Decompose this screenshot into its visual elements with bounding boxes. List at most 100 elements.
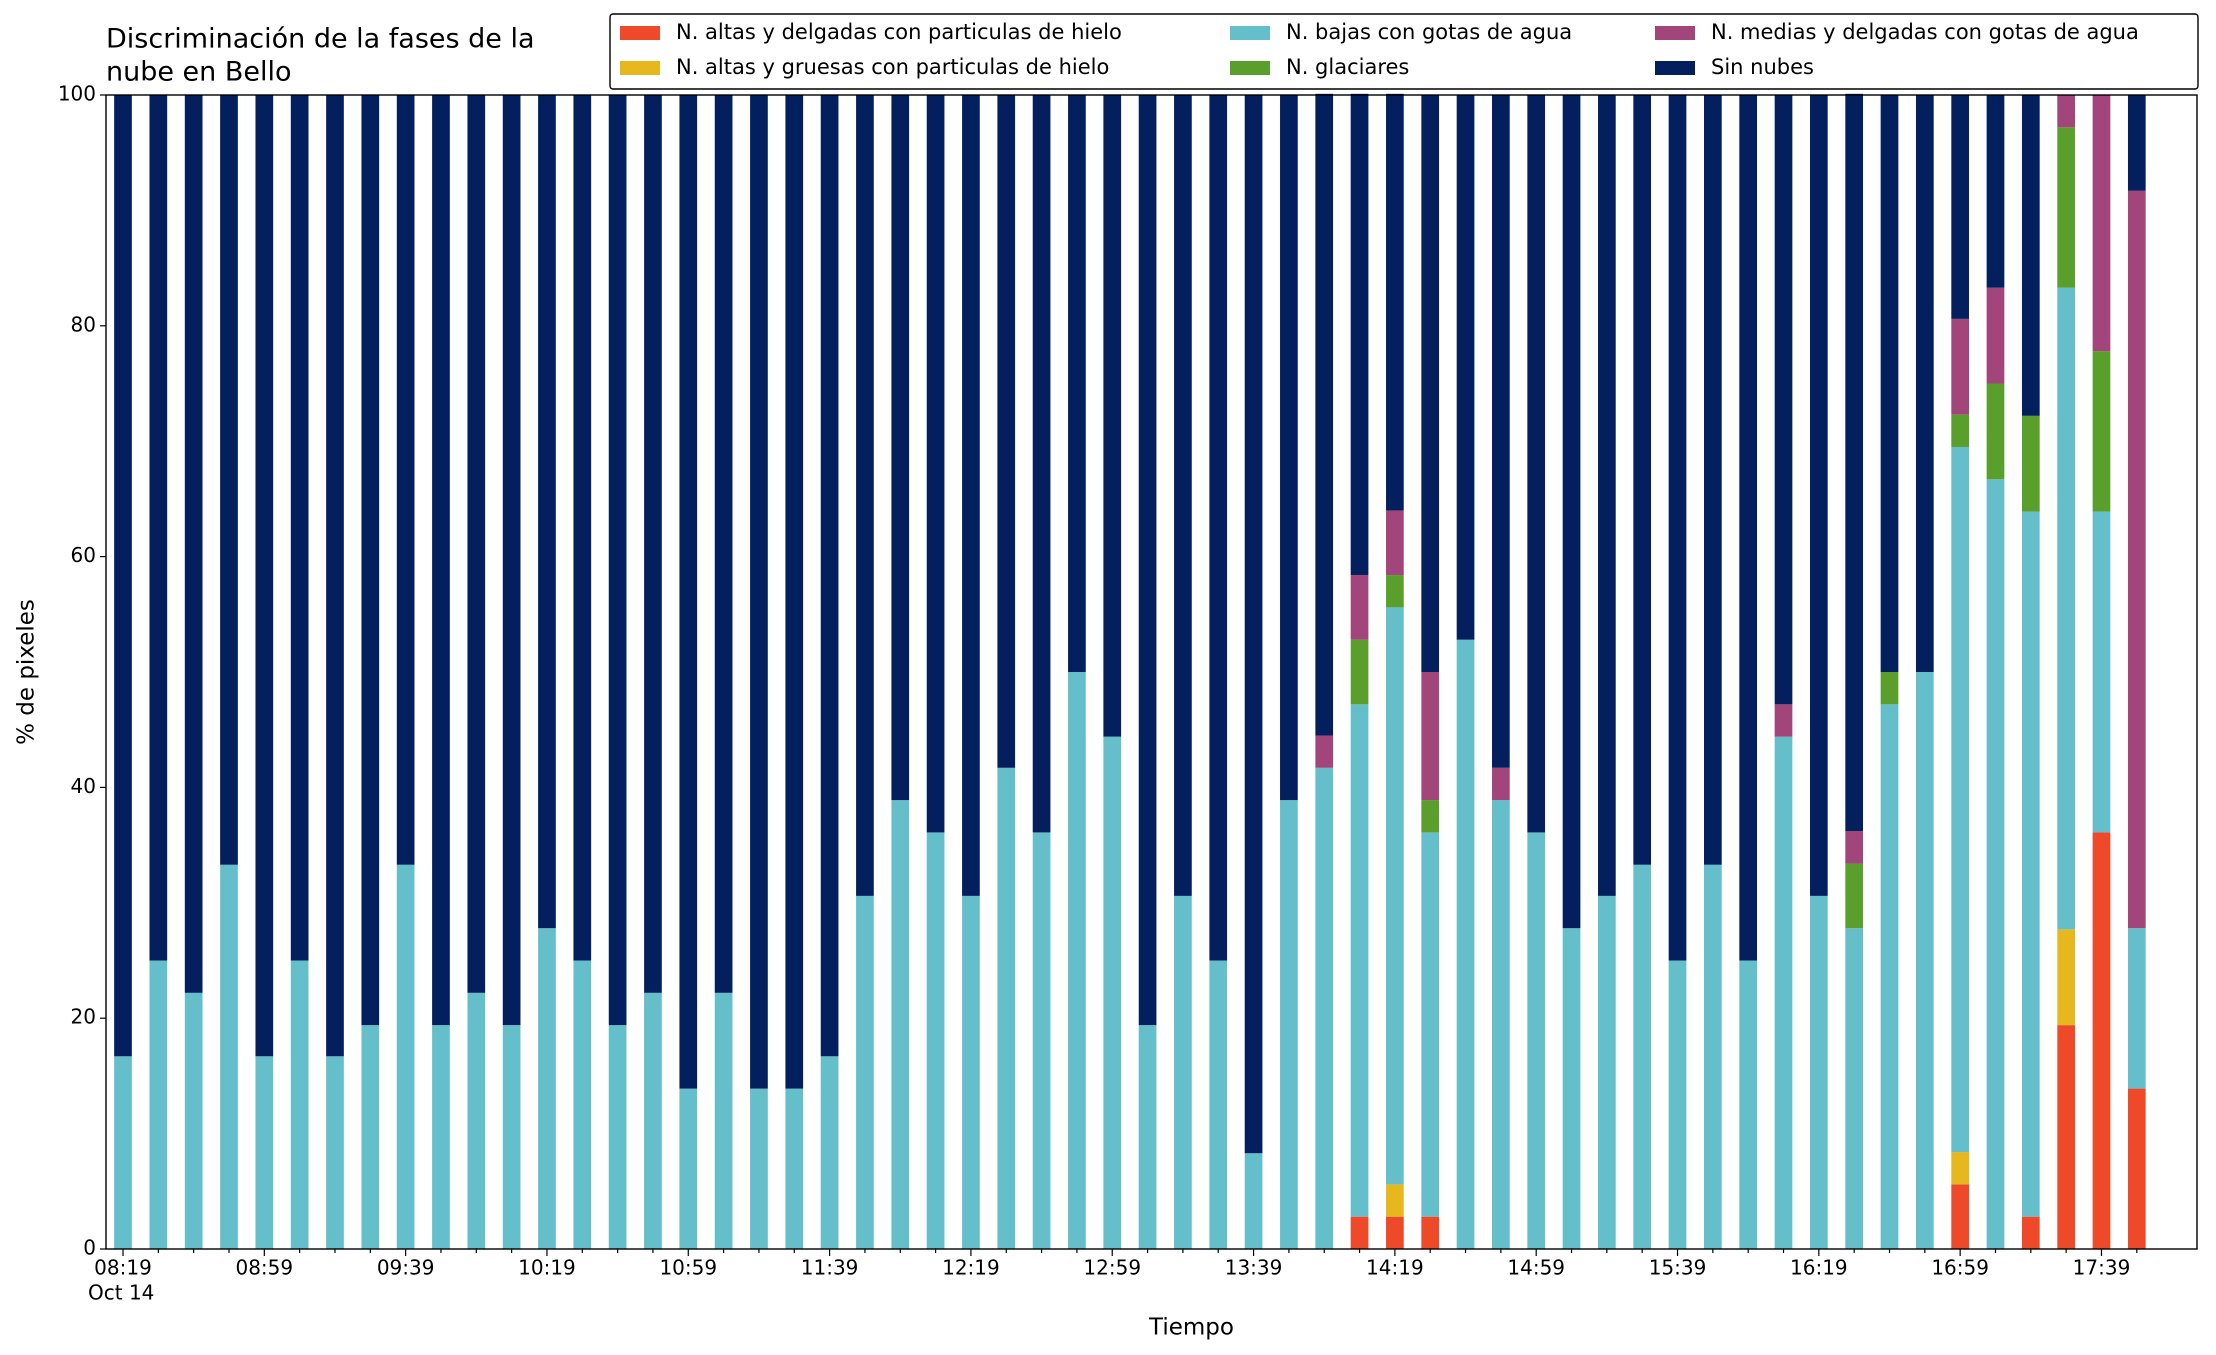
bar-segment <box>502 1025 521 1249</box>
bar-segment <box>1774 736 1793 1249</box>
bar-segment <box>1032 832 1051 1249</box>
bar-segment <box>1527 95 1546 833</box>
x-tick-label: 12:19 <box>942 1256 1000 1280</box>
bar-segment <box>1174 95 1192 896</box>
bar-segment <box>926 95 945 833</box>
bar-segment <box>785 1088 804 1249</box>
bar-segment <box>1315 93 1334 736</box>
bar-segment <box>1986 383 2005 480</box>
bar-segment <box>608 1025 627 1249</box>
bar-segment <box>750 95 768 1089</box>
legend-swatch <box>1655 61 1695 75</box>
bar-segment <box>1739 960 1758 1249</box>
bar-segment <box>361 95 380 1026</box>
bar-segment <box>2127 190 2146 929</box>
bar-segment <box>1174 895 1192 1249</box>
bar-segment <box>1598 95 1616 896</box>
bar-segment <box>114 95 132 1057</box>
bar-segment <box>2057 929 2075 1026</box>
x-tick-label: 14:59 <box>1507 1256 1565 1280</box>
bar-segment <box>1103 736 1122 1249</box>
y-tick-label: 20 <box>71 1005 96 1029</box>
bar-segment <box>1350 639 1369 705</box>
x-tick-label: 10:19 <box>518 1256 576 1280</box>
bar-segment <box>1386 575 1404 608</box>
bar-segment <box>255 95 274 1057</box>
bar-segment <box>1209 95 1228 961</box>
bar-segment <box>1280 95 1298 801</box>
bar-segment <box>1845 928 1864 1249</box>
bar-segment <box>1633 864 1652 1249</box>
bar-segment <box>1068 672 1086 1249</box>
x-tick-label: 13:39 <box>1225 1256 1283 1280</box>
bar-segment <box>820 1056 839 1249</box>
bar-segment <box>149 95 168 961</box>
bar-segment <box>2057 127 2075 288</box>
bar-segment <box>644 992 662 1249</box>
bar-segment <box>467 95 486 993</box>
bar-segment <box>2021 1216 2040 1249</box>
bar-segment <box>1880 704 1899 1249</box>
bar-segment <box>1915 95 1934 672</box>
bar-segment <box>1774 704 1793 737</box>
bar-segment <box>1986 479 2005 1250</box>
x-tick-label: 14:19 <box>1366 1256 1424 1280</box>
bar-segment <box>573 95 592 961</box>
bar-segment <box>1562 928 1581 1249</box>
bar-segment <box>1103 95 1122 737</box>
bar-segment <box>2057 95 2075 128</box>
x-tick-label: 10:59 <box>659 1256 717 1280</box>
bar-segment <box>396 864 415 1249</box>
bar-segment <box>962 95 980 896</box>
bar-segment <box>1280 800 1298 1249</box>
bar-segment <box>1845 93 1864 832</box>
bar-segment <box>538 95 556 929</box>
bar-segment <box>714 992 733 1249</box>
bar-segment <box>1138 95 1157 1026</box>
bar-segment <box>1350 575 1369 640</box>
bar-segment <box>1386 1216 1404 1249</box>
bar-segment <box>573 960 592 1249</box>
x-tick-label: 12:59 <box>1083 1256 1141 1280</box>
bar-segment <box>1845 863 1864 929</box>
bar-segment <box>714 95 733 993</box>
bar-segment <box>679 95 698 1089</box>
legend-label: Sin nubes <box>1711 55 1814 79</box>
bar-segment <box>396 95 415 865</box>
bar-segment <box>1386 607 1404 1185</box>
x-tick-label: 08:59 <box>235 1256 293 1280</box>
bar-segment <box>538 928 556 1249</box>
bar-segment <box>1809 895 1828 1249</box>
bar-segment <box>1456 639 1475 1249</box>
bar-segment <box>2021 511 2040 1217</box>
bar-segment <box>1668 960 1687 1249</box>
plot-frame <box>105 94 2198 1250</box>
x-tick-label: 17:39 <box>2073 1256 2131 1280</box>
bar-segment <box>1032 95 1051 833</box>
bar-segment <box>1421 832 1440 1217</box>
bar-segment <box>1350 704 1369 1217</box>
bar-segment <box>1951 95 1970 319</box>
bar-segment <box>1386 510 1404 576</box>
bar-segment <box>1421 1216 1440 1249</box>
bar-segment <box>926 832 945 1249</box>
bar-segment <box>1774 95 1793 705</box>
y-tick-label: 40 <box>71 774 96 798</box>
bar-segment <box>1704 864 1722 1249</box>
bar-segment <box>1951 1184 1970 1249</box>
bar-segment <box>326 95 344 1057</box>
bar-segment <box>255 1056 274 1249</box>
x-tick-label: 08:19 <box>94 1256 152 1280</box>
bar-segment <box>2092 511 2111 833</box>
bar-segment <box>2092 832 2111 1249</box>
bar-segment <box>1386 1184 1404 1217</box>
y-tick-label: 60 <box>71 543 96 567</box>
bar-segment <box>1315 735 1334 768</box>
x-tick-label: 15:39 <box>1649 1256 1707 1280</box>
x-sublabel: Oct 14 <box>88 1281 154 1305</box>
bar-segment <box>220 864 238 1249</box>
chart-title: nube en Bello <box>106 57 292 88</box>
bar-segment <box>891 800 910 1249</box>
y-tick-label: 0 <box>83 1236 96 1260</box>
bar-segment <box>1880 672 1899 705</box>
